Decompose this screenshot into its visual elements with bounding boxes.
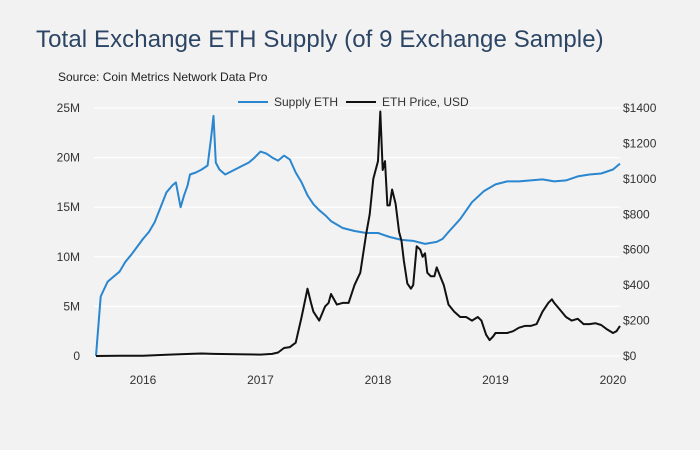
x-tick-label: 2016 [130,373,157,387]
x-axis: 2016 2017 2018 2019 2020 [130,373,627,387]
left-tick-label: 25M [57,101,80,115]
right-tick-label: $1200 [623,136,657,150]
chart-title: Total Exchange ETH Supply (of 9 Exchange… [36,26,604,53]
series-line-price [95,110,621,357]
left-tick-label: 15M [57,200,80,214]
left-tick-label: 20M [57,151,80,165]
right-axis: $0 $200 $400 $600 $800 $1000 $1200 $1400 [623,101,657,363]
legend-label-price: ETH Price, USD [382,95,469,109]
left-tick-label: 5M [63,299,80,313]
series-line-supply [95,114,621,357]
right-tick-label: $400 [623,278,650,292]
left-tick-label: 0 [73,349,80,363]
right-tick-label: $600 [623,243,650,257]
legend: Supply ETH ETH Price, USD [238,95,469,109]
x-tick-label: 2019 [482,373,509,387]
right-tick-label: $200 [623,314,650,328]
series [95,110,621,357]
right-tick-label: $1000 [623,172,657,186]
legend-label-supply: Supply ETH [274,95,338,109]
left-tick-label: 10M [57,250,80,264]
x-tick-label: 2020 [600,373,627,387]
grid [94,107,620,357]
x-tick-label: 2017 [247,373,274,387]
right-tick-label: $1400 [623,101,657,115]
right-tick-label: $800 [623,207,650,221]
x-tick-label: 2018 [365,373,392,387]
chart-source: Source: Coin Metrics Network Data Pro [58,70,268,84]
right-tick-label: $0 [623,349,637,363]
left-axis: 0 5M 10M 15M 20M 25M [57,101,81,363]
